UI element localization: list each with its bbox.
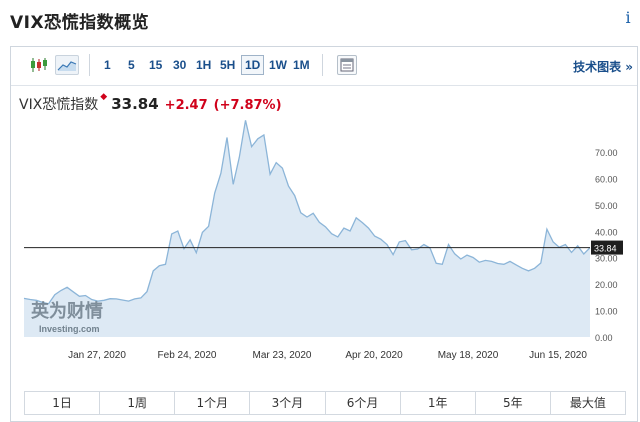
live-dot-icon: ◆ bbox=[100, 92, 108, 102]
price-chart[interactable]: 0.00 10.00 20.00 30.00 40.00 50.00 60.00 70.00 3… bbox=[11, 47, 637, 389]
area-chart-icon bbox=[57, 61, 77, 71]
period-15[interactable]: 15 bbox=[149, 58, 163, 72]
period-1d[interactable]: 1D bbox=[241, 55, 265, 75]
period-1w[interactable]: 1W bbox=[269, 58, 287, 72]
x-tick-label: Jan 27, 2020 bbox=[68, 350, 126, 361]
y-tick-label: 40.00 bbox=[595, 227, 618, 237]
technical-chart-link[interactable]: 技术图表 » bbox=[573, 60, 633, 74]
period-1m[interactable]: 1M bbox=[293, 58, 310, 72]
y-tick-label: 70.00 bbox=[595, 148, 618, 158]
toolbar-separator bbox=[322, 54, 323, 76]
x-tick-label: Feb 24, 2020 bbox=[158, 350, 217, 361]
x-tick-label: Apr 20, 2020 bbox=[345, 350, 403, 361]
range-6m[interactable]: 6个月 bbox=[326, 392, 401, 414]
watermark-en: Investing.com bbox=[39, 324, 100, 334]
range-5y[interactable]: 5年 bbox=[476, 392, 551, 414]
range-max[interactable]: 最大值 bbox=[569, 396, 606, 410]
period-5h[interactable]: 5H bbox=[220, 58, 236, 72]
series-line bbox=[23, 120, 591, 305]
quote-line: VIX恐慌指数 ◆ 33.84 +2.47 (+7.87%) bbox=[19, 92, 282, 114]
chart-toolbar: 1 5 15 30 1H 5H 1D 1W 1M 技术图表 » bbox=[11, 47, 637, 86]
toolbar-separator bbox=[89, 54, 90, 76]
area-chart-button[interactable] bbox=[55, 55, 79, 75]
period-1h[interactable]: 1H bbox=[196, 58, 212, 72]
range-3m[interactable]: 3个月 bbox=[250, 392, 326, 414]
time-range-bar: 1日 1周 1个月 3个月 6个月 1年 5年 最大值 bbox=[24, 391, 626, 415]
chart-widget: 1 5 15 30 1H 5H 1D 1W 1M 技术图表 » VIX恐慌指数 ◆… bbox=[10, 46, 638, 422]
range-1w[interactable]: 1周 bbox=[100, 392, 176, 414]
table-icon bbox=[340, 58, 354, 72]
y-tick-label: 20.00 bbox=[595, 280, 618, 290]
price-change: +2.47 bbox=[164, 98, 208, 113]
period-1[interactable]: 1 bbox=[104, 58, 111, 72]
price-change-percent: (+7.87%) bbox=[213, 98, 282, 113]
table-view-button[interactable] bbox=[337, 55, 357, 75]
y-tick-label: 50.00 bbox=[595, 201, 618, 211]
y-tick-label: 30.00 bbox=[595, 254, 618, 264]
instrument-name: VIX恐慌指数 bbox=[19, 97, 99, 113]
range-1m[interactable]: 1个月 bbox=[175, 392, 251, 414]
area-fill bbox=[24, 120, 590, 337]
x-tick-label: Jun 15, 2020 bbox=[529, 350, 587, 361]
period-30[interactable]: 30 bbox=[173, 58, 187, 72]
current-value-tag bbox=[591, 240, 623, 255]
y-tick-label: 10.00 bbox=[595, 307, 618, 317]
y-tick-label: 0.00 bbox=[595, 333, 613, 343]
last-price: 33.84 bbox=[111, 95, 159, 113]
page-title: VIX恐慌指数概览 bbox=[10, 13, 150, 33]
watermark-cn: 英为财情 bbox=[30, 300, 103, 322]
range-1y[interactable]: 1年 bbox=[401, 392, 476, 414]
x-tick-label: May 18, 2020 bbox=[438, 350, 499, 361]
candlestick-icon bbox=[31, 58, 47, 72]
x-tick-label: Mar 23, 2020 bbox=[253, 350, 312, 361]
range-1d[interactable]: 1日 bbox=[25, 392, 101, 414]
current-value-label: 33.84 bbox=[594, 244, 617, 254]
info-icon[interactable]: i bbox=[625, 8, 631, 27]
y-tick-label: 60.00 bbox=[595, 174, 618, 184]
period-5[interactable]: 5 bbox=[128, 58, 135, 72]
candlestick-button[interactable] bbox=[27, 55, 51, 75]
